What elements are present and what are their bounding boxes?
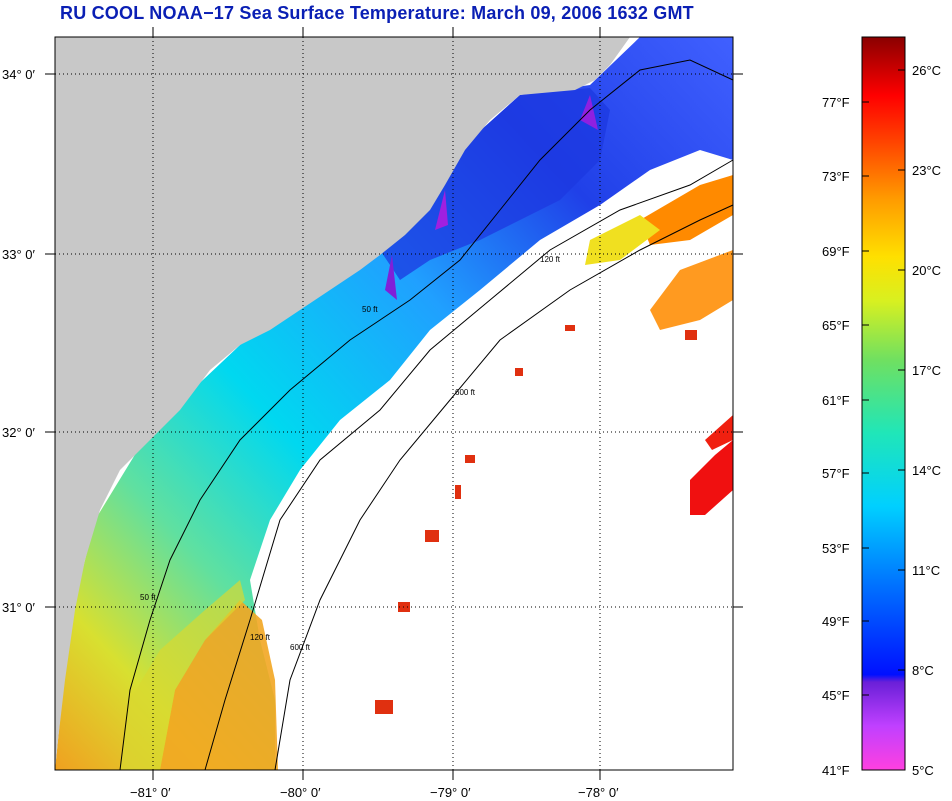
latitude-label: 33° 0′ [2,247,36,262]
latitude-label: 32° 0′ [2,425,36,440]
colorbar-label-f: 53°F [822,541,850,556]
cold-purple-streak [435,190,448,230]
contour-600ft [274,204,734,771]
cold-nearshore-water [380,88,610,280]
colorbar-label-f: 77°F [822,95,850,110]
colorbar-label-c: 5°C [912,763,934,778]
gulf-stream-warm-patch [650,250,733,330]
colorbar-ticks-c [898,69,905,671]
latitude-label: 34° 0′ [2,67,36,82]
map-frame [54,36,734,771]
colorbar-label-f: 45°F [822,688,850,703]
coastal-sst-band [55,37,733,770]
contour-50ft [119,59,734,771]
colorbar-label-f: 73°F [822,169,850,184]
map-title: RU COOL NOAA−17 Sea Surface Temperature:… [60,3,694,23]
temperature-colorbar [861,36,906,771]
contour-label: 600 ft [290,643,311,652]
land-mass [55,37,630,770]
colorbar-label-c: 20°C [912,263,941,278]
gulf-stream-warm-patch [585,215,660,265]
longitude-label: −80° 0′ [280,785,321,800]
colorbar-label-f: 57°F [822,466,850,481]
warm-shelf-water [160,600,278,770]
yellow-shelf-water [120,580,245,770]
latitude-label: 31° 0′ [2,600,36,615]
colorbar-label-f: 49°F [822,614,850,629]
colorbar-label-c: 26°C [912,63,941,78]
colorbar-label-f: 61°F [822,393,850,408]
gulf-stream-warm-patch [690,440,733,515]
colorbar-label-c: 17°C [912,363,941,378]
cold-purple-streak [385,255,397,300]
longitude-label: −81° 0′ [130,785,171,800]
colorbar-label-f: 69°F [822,244,850,259]
contour-120ft [204,159,734,771]
bathymetry-contours [119,59,734,771]
colorbar-label-c: 8°C [912,663,934,678]
gulf-stream-warm-patch [640,175,733,245]
cold-purple-streak [580,95,598,130]
contour-label: 120 ft [250,633,271,642]
contour-label: 50 ft [362,305,378,314]
contour-label: 600 ft [455,388,476,397]
contour-label: 50 ft [140,593,156,602]
contour-label: 120 ft [540,255,561,264]
axis-ticks [45,27,743,780]
colorbar-label-c: 23°C [912,163,941,178]
colorbar-label-c: 11°C [912,563,940,578]
longitude-label: −79° 0′ [430,785,471,800]
coordinate-grid [55,37,733,770]
colorbar-label-c: 14°C [912,463,941,478]
longitude-label: −78° 0′ [578,785,619,800]
colorbar-label-f: 65°F [822,318,850,333]
colorbar-label-f: 41°F [822,763,850,778]
colorbar-ticks-f [862,101,869,696]
